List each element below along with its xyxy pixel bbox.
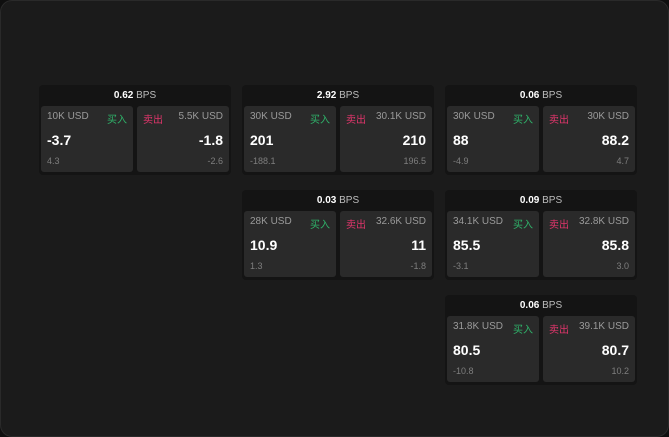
buy-panel[interactable]: 30K USD 买入 88 -4.9 [447, 106, 539, 172]
bid-size: 10K USD [47, 111, 89, 122]
ask-size: 39.1K USD [578, 321, 629, 332]
sell-panel[interactable]: 卖出 30.1K USD 210 196.5 [340, 106, 432, 172]
bid-price: 85.5 [453, 237, 481, 253]
spread-header: 0.03 BPS [242, 190, 434, 211]
ask-change: -2.6 [207, 156, 223, 166]
buy-label: 买入 [310, 115, 330, 126]
ask-price: 80.7 [601, 342, 629, 358]
buy-panel[interactable]: 30K USD 买入 201 -188.1 [244, 106, 336, 172]
quote-card: 2.92 BPS 30K USD 买入 201 -188.1 卖出 30.1K US… [242, 85, 434, 175]
ask-size: 5.5K USD [178, 111, 223, 122]
buy-panel[interactable]: 31.8K USD 买入 80.5 -10.8 [447, 316, 539, 382]
ask-size: 30.1K USD [375, 111, 426, 122]
spread-value: 0.62 [113, 90, 134, 101]
ask-size: 32.6K USD [375, 216, 426, 227]
bid-change: -4.9 [453, 156, 469, 166]
spread-value: 0.03 [316, 195, 337, 206]
buy-label: 买入 [513, 325, 533, 336]
spread-header: 2.92 BPS [242, 85, 434, 106]
sell-panel[interactable]: 卖出 32.8K USD 85.8 3.0 [543, 211, 635, 277]
spread-unit: BPS [339, 90, 360, 101]
bid-size: 30K USD [250, 111, 292, 122]
sell-label: 卖出 [549, 325, 569, 336]
spread-unit: BPS [542, 300, 563, 311]
ask-change: 3.0 [616, 261, 629, 271]
quote-card: 0.09 BPS 34.1K USD 买入 85.5 -3.1 卖出 32.8K U… [445, 190, 637, 280]
buy-panel[interactable]: 10K USD 买入 -3.7 4.3 [41, 106, 133, 172]
bid-change: 4.3 [47, 156, 60, 166]
bid-change: -10.8 [453, 366, 474, 376]
ask-change: 4.7 [616, 156, 629, 166]
quote-card: 0.62 BPS 10K USD 买入 -3.7 4.3 卖出 5.5K USD -… [39, 85, 231, 175]
spread-value: 0.09 [519, 195, 540, 206]
bid-change: -3.1 [453, 261, 469, 271]
sell-label: 卖出 [549, 115, 569, 126]
spread-value: 2.92 [316, 90, 337, 101]
spread-value: 0.06 [519, 90, 540, 101]
sell-label: 卖出 [346, 220, 366, 231]
ask-price: 88.2 [601, 132, 629, 148]
sell-label: 卖出 [549, 220, 569, 231]
ask-size: 30K USD [587, 111, 629, 122]
sell-label: 卖出 [346, 115, 366, 126]
buy-panel[interactable]: 28K USD 买入 10.9 1.3 [244, 211, 336, 277]
quote-card: 0.06 BPS 30K USD 买入 88 -4.9 卖出 30K USD 88.… [445, 85, 637, 175]
bid-size: 34.1K USD [453, 216, 504, 227]
bid-price: 80.5 [453, 342, 481, 358]
bid-size: 31.8K USD [453, 321, 504, 332]
buy-label: 买入 [107, 115, 127, 126]
buy-label: 买入 [513, 220, 533, 231]
spread-header: 0.06 BPS [445, 85, 637, 106]
ask-price: -1.8 [198, 132, 223, 148]
bid-price: 88 [453, 132, 469, 148]
ask-change: 10.2 [611, 366, 629, 376]
ask-price: 85.8 [601, 237, 629, 253]
bid-price: 10.9 [250, 237, 278, 253]
ask-price: 11 [411, 237, 426, 253]
spread-unit: BPS [136, 90, 157, 101]
spread-header: 0.62 BPS [39, 85, 231, 106]
buy-label: 买入 [310, 220, 330, 231]
ask-change: 196.5 [403, 156, 426, 166]
bid-price: -3.7 [47, 132, 72, 148]
ask-size: 32.8K USD [578, 216, 629, 227]
sell-panel[interactable]: 卖出 5.5K USD -1.8 -2.6 [137, 106, 229, 172]
spread-header: 0.06 BPS [445, 295, 637, 316]
buy-panel[interactable]: 34.1K USD 买入 85.5 -3.1 [447, 211, 539, 277]
spread-value: 0.06 [519, 300, 540, 311]
buy-label: 买入 [513, 115, 533, 126]
sell-label: 卖出 [143, 115, 163, 126]
bid-change: -188.1 [250, 156, 276, 166]
spread-header: 0.09 BPS [445, 190, 637, 211]
bid-price: 201 [250, 132, 274, 148]
bid-size: 30K USD [453, 111, 495, 122]
sell-panel[interactable]: 卖出 30K USD 88.2 4.7 [543, 106, 635, 172]
spread-unit: BPS [542, 90, 563, 101]
bid-size: 28K USD [250, 216, 292, 227]
quote-card: 0.03 BPS 28K USD 买入 10.9 1.3 卖出 32.6K USD … [242, 190, 434, 280]
bid-change: 1.3 [250, 261, 263, 271]
ask-price: 210 [402, 132, 426, 148]
sell-panel[interactable]: 卖出 32.6K USD 11 -1.8 [340, 211, 432, 277]
sell-panel[interactable]: 卖出 39.1K USD 80.7 10.2 [543, 316, 635, 382]
spread-unit: BPS [339, 195, 360, 206]
quote-card: 0.06 BPS 31.8K USD 买入 80.5 -10.8 卖出 39.1K … [445, 295, 637, 385]
ask-change: -1.8 [410, 261, 426, 271]
spread-unit: BPS [542, 195, 563, 206]
